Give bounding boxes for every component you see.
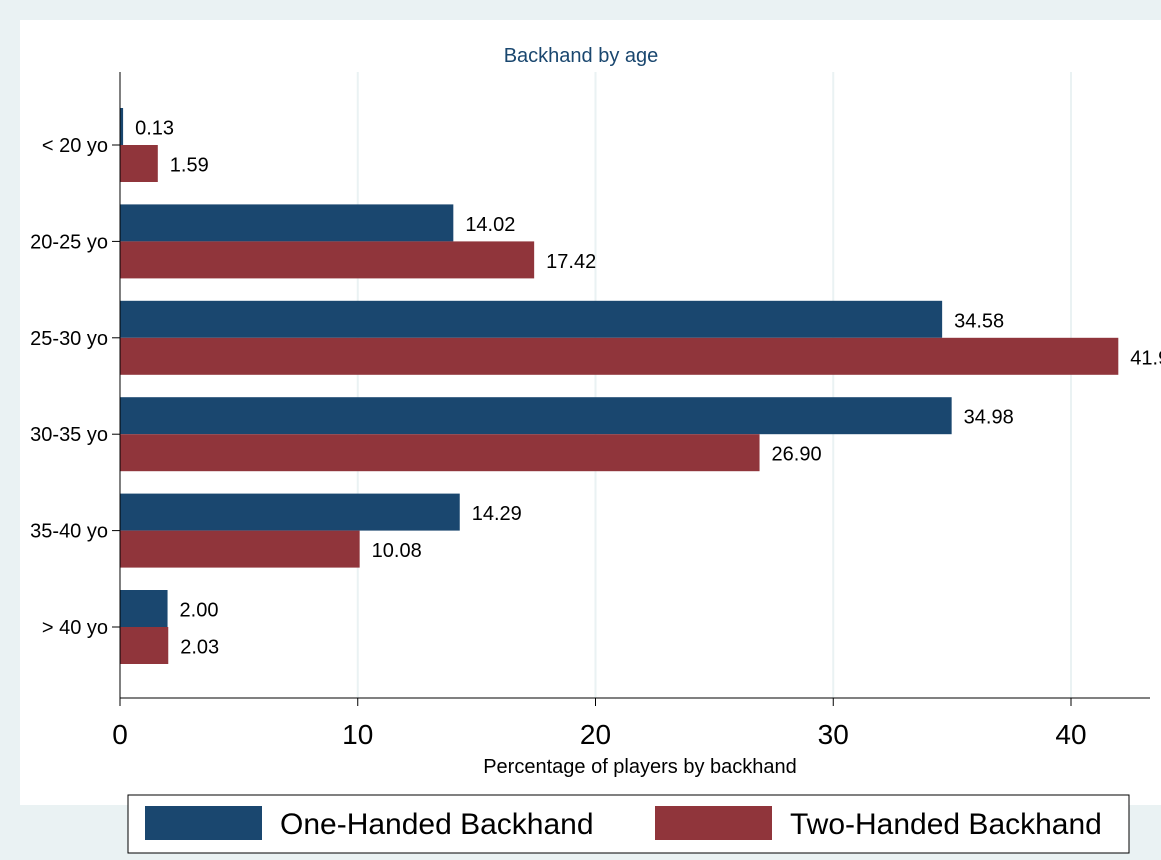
bar-one-handed-backhand-20-yo: [120, 108, 124, 145]
x-tick-label-10: 10: [342, 719, 373, 750]
bar-one-handed-backhand-40-yo: [120, 590, 168, 627]
legend-swatch-two-handed-backhand: [655, 806, 772, 840]
bars-layer: [120, 108, 1119, 664]
data-label-two-handed-backhand-20-25-yo: 17.42: [546, 251, 596, 273]
data-label-two-handed-backhand-20-yo: 1.59: [170, 155, 209, 177]
bar-two-handed-backhand-30-35-yo: [120, 434, 760, 472]
data-label-one-handed-backhand-40-yo: 2.00: [180, 600, 219, 622]
x-axis-label: Percentage of players by backhand: [483, 756, 797, 778]
data-label-one-handed-backhand-30-35-yo: 34.98: [964, 407, 1014, 429]
legend-box: [127, 794, 1130, 854]
data-label-two-handed-backhand-40-yo: 2.03: [180, 637, 219, 659]
x-tick-label-20: 20: [580, 719, 611, 750]
bar-one-handed-backhand-30-35-yo: [120, 397, 952, 435]
x-tick-label-40: 40: [1055, 719, 1086, 750]
data-label-one-handed-backhand-35-40-yo: 14.29: [472, 503, 522, 525]
data-label-one-handed-backhand-20-yo: 0.13: [135, 118, 174, 140]
y-tick-label-40-yo: > 40 yo: [42, 617, 108, 639]
y-tick-label-35-40-yo: 35-40 yo: [30, 521, 108, 543]
legend-swatch-one-handed-backhand: [145, 806, 262, 840]
data-label-two-handed-backhand-35-40-yo: 10.08: [372, 540, 422, 562]
chart-title: Backhand by age: [504, 45, 659, 67]
x-tick-label-0: 0: [112, 719, 128, 750]
legend-label-one-handed-backhand: One-Handed Backhand: [280, 808, 594, 841]
y-tick-label-20-yo: < 20 yo: [42, 135, 108, 157]
grid-layer: [356, 72, 1072, 698]
y-tick-label-20-25-yo: 20-25 yo: [30, 231, 108, 253]
axes-layer: 0 10 20 30 40 < 20 yo 20-25 yo 25-30 yo 30-35 yo…: [30, 72, 1150, 750]
bar-two-handed-backhand-20-25-yo: [120, 241, 535, 279]
data-label-two-handed-backhand-30-35-yo: 26.90: [772, 444, 822, 466]
data-label-two-handed-backhand-25-30-yo: 41.9: [1130, 347, 1161, 369]
bar-two-handed-backhand-35-40-yo: [120, 530, 360, 568]
legend: One-Handed Backhand Two-Handed Backhand: [127, 794, 1130, 854]
y-tick-label-30-35-yo: 30-35 yo: [30, 424, 108, 446]
bar-one-handed-backhand-20-25-yo: [120, 204, 454, 242]
x-tick-label-30: 30: [818, 719, 849, 750]
bar-two-handed-backhand-25-30-yo: [120, 337, 1119, 375]
bar-two-handed-backhand-20-yo: [120, 145, 158, 182]
data-label-one-handed-backhand-20-25-yo: 14.02: [465, 214, 515, 236]
bar-two-handed-backhand-40-yo: [120, 627, 169, 664]
bar-one-handed-backhand-35-40-yo: [120, 493, 460, 531]
data-label-one-handed-backhand-25-30-yo: 34.58: [954, 310, 1004, 332]
y-tick-label-25-30-yo: 25-30 yo: [30, 328, 108, 350]
legend-label-two-handed-backhand: Two-Handed Backhand: [790, 808, 1102, 841]
data-labels-layer: 0.13 1.59 14.02 17.42 34.58 41.9 34.98 26.90 14.…: [135, 118, 1161, 659]
bar-one-handed-backhand-25-30-yo: [120, 300, 943, 338]
